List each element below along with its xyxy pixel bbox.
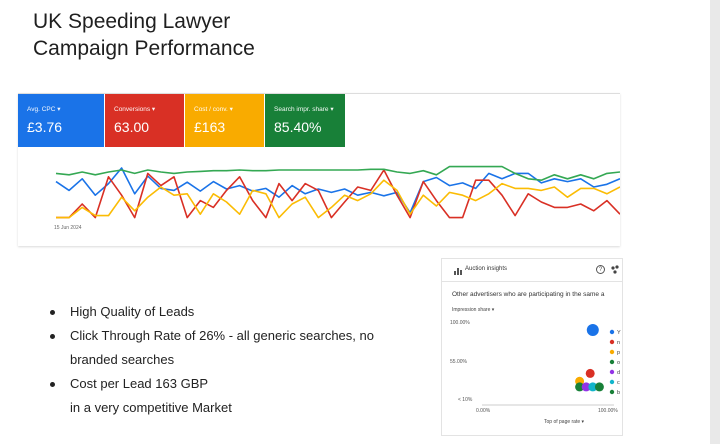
legend-swatch-6 (609, 389, 615, 395)
bullet-item: High Quality of Leads (50, 300, 374, 324)
bullet-continuation: in a very competitive Market (50, 396, 374, 420)
y-axis-bottom-label: < 10% (458, 397, 473, 403)
auction-subtitle: Other advertisers who are participating … (452, 291, 605, 298)
metric-label: Search impr. share ▾ (274, 106, 334, 113)
metric-cost-per-conversion[interactable]: Cost / conv. ▾ £163 (185, 94, 264, 147)
y-axis-mid-label: 55.00% (450, 359, 467, 365)
competitor-point-3[interactable] (575, 382, 585, 392)
series-line-2 (56, 179, 620, 219)
competitor-point-1[interactable] (585, 368, 595, 378)
bullet-item: Click Through Rate of 26% - all generic … (50, 324, 374, 348)
metric-label: Avg. CPC ▾ (27, 106, 61, 113)
x-axis-metric-dropdown[interactable]: Top of page rate ▾ (544, 419, 585, 425)
bullet-text: Cost per Lead 163 GBP (70, 376, 209, 391)
y-axis-top-label: 100.00% (450, 320, 470, 326)
auction-insights-panel: Auction insights ? Other advertisers who… (441, 258, 623, 436)
x-axis-left-label: 0.00% (476, 408, 491, 414)
bullet-item: Cost per Lead 163 GBP (50, 372, 374, 396)
metric-value: £163 (194, 119, 226, 135)
chart-start-date: 15 Jun 2024 (54, 225, 82, 231)
legend-label-5: c (617, 380, 620, 386)
competitor-point-6[interactable] (594, 382, 604, 392)
metric-value: 63.00 (114, 119, 150, 135)
metric-label: Cost / conv. ▾ (194, 106, 233, 113)
slide-title: UK Speeding Lawyer Campaign Performance (33, 8, 255, 62)
competitor-point-0[interactable] (586, 324, 599, 336)
bullet-text: branded searches (70, 352, 175, 367)
competitor-point-4[interactable] (581, 382, 591, 392)
slide-title-line1: UK Speeding Lawyer (33, 10, 231, 33)
legend-label-4: d (617, 370, 620, 376)
legend-label-0: Y (617, 330, 621, 336)
y-axis-metric-dropdown[interactable]: Impression share ▾ (452, 307, 495, 313)
bullet-text: High Quality of Leads (70, 304, 195, 319)
legend-swatch-1 (609, 339, 615, 345)
legend-label-3: o (617, 360, 620, 366)
help-icon[interactable]: ? (596, 265, 605, 274)
slide-edge (710, 0, 720, 444)
performance-line-chart (55, 165, 620, 219)
bullet-dot (50, 382, 55, 387)
metric-avg-cpc[interactable]: Avg. CPC ▾ £3.76 (18, 94, 104, 147)
metric-search-impression-share[interactable]: Search impr. share ▾ 85.40% (265, 94, 345, 147)
metric-value: 85.40% (274, 119, 322, 135)
metric-conversions[interactable]: Conversions ▾ 63.00 (105, 94, 184, 147)
legend-swatch-4 (609, 369, 615, 375)
bullet-dot (50, 310, 55, 315)
performance-overview-card: Avg. CPC ▾ £3.76 Conversions ▾ 63.00 Cos… (18, 93, 620, 246)
bullet-text: in a very competitive Market (70, 400, 232, 415)
legend-swatch-5 (609, 379, 615, 385)
legend-label-6: b (617, 390, 620, 396)
bullet-dot (50, 334, 55, 339)
legend-swatch-2 (609, 349, 615, 355)
slide-title-line2: Campaign Performance (33, 37, 255, 60)
series-line-0 (55, 167, 620, 214)
key-points-list: High Quality of Leads Click Through Rate… (50, 300, 374, 420)
legend-label-1: n (617, 340, 620, 346)
legend-swatch-3 (609, 359, 615, 365)
metric-label: Conversions ▾ (114, 106, 156, 113)
competitor-point-5[interactable] (588, 382, 598, 392)
auction-title: Auction insights (465, 266, 508, 272)
series-line-3 (55, 165, 620, 182)
metric-value: £3.76 (27, 119, 63, 135)
x-axis-right-label: 100.00% (598, 408, 618, 414)
legend-label-2: p (617, 350, 620, 356)
bullet-continuation: branded searches (50, 348, 374, 372)
series-line-1 (56, 169, 620, 219)
legend-swatch-0 (609, 329, 615, 335)
bullet-text: Click Through Rate of 26% - all generic … (70, 328, 374, 343)
more-options-icon[interactable] (610, 265, 620, 275)
header-divider (442, 281, 622, 282)
bar-chart-icon (454, 268, 462, 275)
